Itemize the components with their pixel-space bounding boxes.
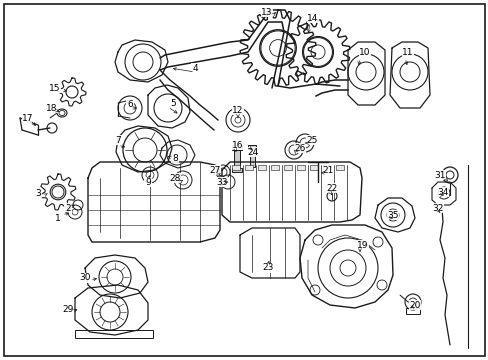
Text: 8: 8 xyxy=(172,153,178,162)
Text: 10: 10 xyxy=(359,48,370,57)
Text: 1: 1 xyxy=(55,213,61,222)
Bar xyxy=(284,165,291,170)
Bar xyxy=(323,165,330,170)
Bar xyxy=(249,149,254,167)
Text: 27: 27 xyxy=(209,166,220,175)
Text: 19: 19 xyxy=(357,240,368,249)
Text: 20: 20 xyxy=(408,301,420,310)
Bar xyxy=(244,165,252,170)
Text: 24: 24 xyxy=(247,148,258,157)
Text: 5: 5 xyxy=(170,99,176,108)
Text: 14: 14 xyxy=(306,14,318,23)
Text: 29: 29 xyxy=(62,306,74,315)
Text: 21: 21 xyxy=(322,166,333,175)
Text: 26: 26 xyxy=(294,144,305,153)
Text: 7: 7 xyxy=(115,135,121,144)
Text: 18: 18 xyxy=(46,104,58,113)
Text: 30: 30 xyxy=(79,274,91,283)
Bar xyxy=(309,165,317,170)
Text: 23: 23 xyxy=(262,264,273,273)
Bar xyxy=(258,165,265,170)
Text: 4: 4 xyxy=(192,63,198,72)
Text: 33: 33 xyxy=(216,177,227,186)
Bar xyxy=(405,308,419,314)
Text: 28: 28 xyxy=(169,174,181,183)
Bar xyxy=(234,150,240,168)
Text: 15: 15 xyxy=(49,84,61,93)
Text: 13: 13 xyxy=(261,8,272,17)
Bar xyxy=(247,145,256,149)
Bar xyxy=(231,165,240,170)
Bar xyxy=(335,165,343,170)
Bar xyxy=(296,165,305,170)
Text: 2: 2 xyxy=(65,203,71,212)
Bar xyxy=(270,165,279,170)
Text: 22: 22 xyxy=(325,184,337,193)
Text: 17: 17 xyxy=(22,113,34,122)
Text: 34: 34 xyxy=(436,188,448,197)
Text: 12: 12 xyxy=(232,105,243,114)
Bar xyxy=(75,330,153,338)
Bar xyxy=(231,168,242,172)
Text: 32: 32 xyxy=(431,203,443,212)
Text: 25: 25 xyxy=(305,135,317,144)
Text: 9: 9 xyxy=(145,177,151,186)
Text: 11: 11 xyxy=(402,48,413,57)
Text: 31: 31 xyxy=(433,171,445,180)
Text: 3: 3 xyxy=(35,189,41,198)
Bar xyxy=(231,145,242,150)
Text: 6: 6 xyxy=(127,99,133,108)
Text: 35: 35 xyxy=(386,211,398,220)
Text: 16: 16 xyxy=(232,140,243,149)
